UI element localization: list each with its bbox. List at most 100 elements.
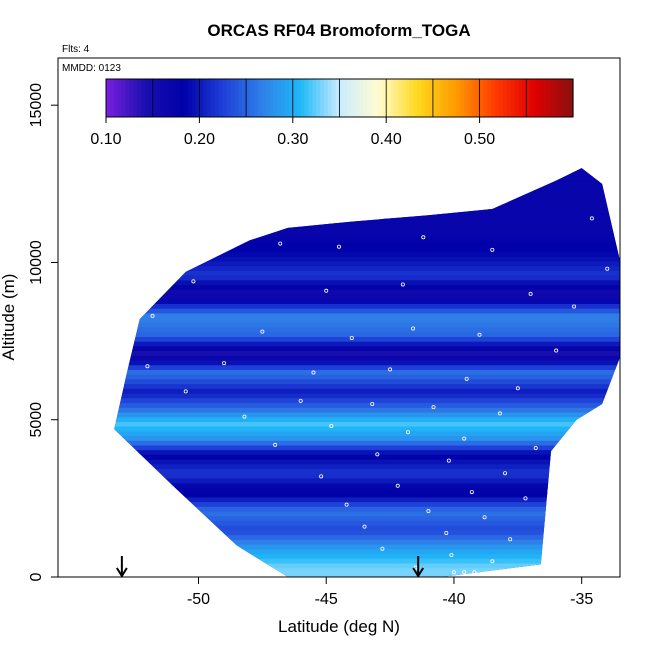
sample-point [462, 570, 467, 575]
colorbar-segment [183, 79, 189, 117]
heatmap-band [114, 232, 620, 238]
x-axis: -50 -45 -40 -35 [187, 577, 593, 608]
heatmap-band [114, 199, 620, 205]
sample-point [411, 326, 416, 331]
heatmap-band [114, 482, 620, 488]
heatmap-band [114, 293, 620, 300]
sample-point [572, 304, 577, 309]
heatmap-band [114, 175, 620, 182]
heatmap-band [58, 162, 620, 167]
sample-point [490, 247, 495, 252]
colorbar-segment [378, 79, 383, 117]
colorbar-segment [312, 79, 317, 117]
heatmap-band [114, 298, 620, 304]
heatmap-band [58, 152, 620, 157]
heatmap-band [114, 168, 620, 172]
heatmap-band [114, 525, 620, 531]
heatmap-band [114, 435, 620, 441]
colorbar-tick-label: 0.20 [184, 131, 215, 148]
sample-point [400, 282, 405, 287]
colorbar-segment [156, 79, 162, 117]
heatmap-band [114, 468, 620, 474]
colorbar-segment [522, 79, 527, 117]
sample-point [528, 291, 533, 296]
colorbar-segment [510, 79, 516, 117]
heatmap-band [114, 492, 620, 498]
heatmap-band [114, 501, 620, 507]
colorbar-segment [514, 79, 520, 117]
heatmap-band [58, 157, 620, 162]
colorbar-segment [249, 79, 255, 117]
heatmap-band [114, 407, 620, 413]
heatmap-band [114, 275, 620, 281]
heatmap-band [114, 336, 620, 342]
colorbar-segment [316, 79, 321, 117]
colorbar-segment [191, 79, 197, 117]
heatmap-band [114, 270, 620, 276]
colorbar-segment [456, 79, 461, 117]
colorbar-segment [121, 79, 127, 117]
sample-point [554, 348, 559, 353]
heatmap-band [114, 558, 620, 564]
y-axis-label: Altitude (m) [0, 274, 18, 361]
colorbar-tick-label: 0.40 [371, 131, 402, 148]
colorbar-segment [483, 79, 488, 117]
heatmap-band [114, 562, 620, 569]
colorbar-segment [351, 79, 356, 117]
sample-point [497, 411, 502, 416]
colorbar-segment [370, 79, 376, 117]
colorbar-segment [109, 79, 115, 117]
colorbar-segment [281, 79, 286, 117]
heatmap-band [114, 539, 620, 545]
colorbar-segment [464, 79, 469, 117]
heatmap-band [114, 534, 620, 540]
colorbar-segment [549, 79, 555, 117]
heatmap-band [114, 242, 620, 248]
colorbar-segment [168, 79, 173, 117]
sample-point [273, 442, 278, 447]
sample-point [370, 401, 375, 406]
x-tick-label: -50 [187, 591, 210, 608]
colorbar-segment [440, 79, 446, 117]
colorbar-segment [432, 79, 438, 117]
heatmap-band [114, 218, 620, 224]
heatmap-band [114, 506, 620, 512]
colorbar-segment [429, 79, 434, 117]
colorbar-segment [179, 79, 185, 117]
sample-point [508, 537, 513, 542]
colorbar-segment [421, 79, 426, 117]
heatmap-band [114, 185, 620, 191]
colorbar-segment [569, 79, 574, 117]
colorbar-segment [390, 79, 395, 117]
sample-point [395, 483, 400, 488]
colorbar-segment [565, 79, 570, 117]
heatmap-band [114, 463, 620, 470]
heatmap-band [114, 430, 620, 437]
sample-point [298, 398, 303, 403]
heatmap-band [114, 223, 620, 229]
heatmap-band [114, 426, 620, 432]
arrows [116, 556, 425, 578]
colorbar-segment [460, 79, 465, 117]
sample-point [145, 364, 150, 369]
heatmap-band [114, 345, 620, 352]
colorbar-segment [222, 79, 228, 117]
sample-point [426, 508, 431, 513]
sample-point [469, 490, 474, 495]
colorbar-segment [366, 79, 372, 117]
heatmap-band [114, 383, 620, 389]
colorbar-segment [495, 79, 500, 117]
colorbar-segment [448, 79, 453, 117]
sample-point [324, 288, 329, 293]
x-tick-label: -40 [442, 591, 465, 608]
heatmap-band [114, 246, 620, 253]
colorbar-segment [358, 79, 364, 117]
colorbar-segment [331, 79, 337, 117]
colorbar-segment [214, 79, 220, 117]
colorbar-segment [355, 79, 360, 117]
heatmap-band [114, 341, 620, 347]
heatmap-band [114, 308, 620, 314]
colorbar-tick-label: 0.50 [464, 131, 495, 148]
heatmap-band [114, 256, 620, 262]
heatmap-band [114, 204, 620, 210]
